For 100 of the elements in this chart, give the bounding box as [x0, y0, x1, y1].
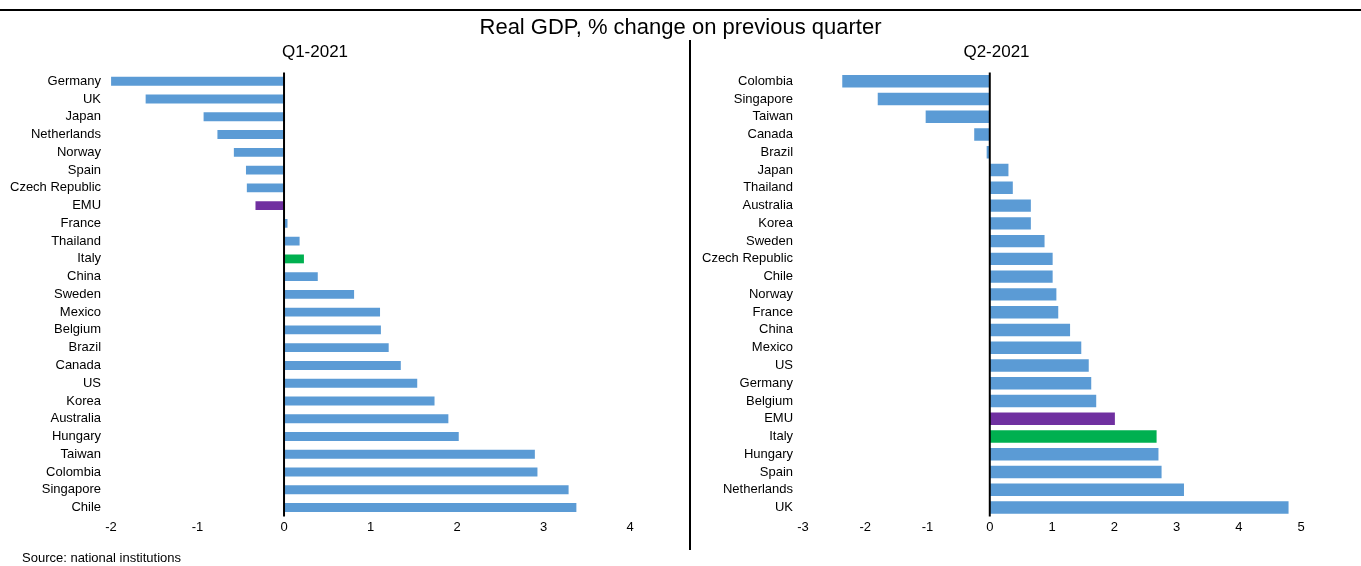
bar: [989, 394, 1097, 408]
y-tick-label: Colombia: [738, 72, 794, 88]
y-tick-label: Hungary: [743, 445, 794, 461]
bar: [989, 323, 1071, 337]
x-tick-label: -1: [191, 518, 204, 534]
x-tick-label: -1: [921, 518, 934, 534]
bar: [111, 76, 285, 86]
x-tick-label: -3: [797, 518, 809, 534]
bar: [284, 432, 459, 441]
y-tick-label: Colombia: [46, 463, 102, 479]
y-tick-label: Czech Republic: [702, 250, 794, 266]
bar: [989, 501, 1289, 514]
y-tick-label: Germany: [739, 374, 794, 390]
x-tick-label: 1: [1048, 518, 1056, 534]
bar: [203, 112, 285, 122]
bar: [284, 485, 569, 495]
y-tick-label: Italy: [77, 250, 102, 266]
y-tick-label: US: [774, 357, 794, 373]
y-tick-label: Australia: [50, 410, 102, 426]
y-tick-label: Netherlands: [30, 126, 102, 142]
x-tick-label: 5: [1297, 518, 1305, 534]
y-tick-label: Taiwan: [752, 108, 794, 124]
bar: [989, 465, 1162, 479]
y-tick-label: EMU: [764, 410, 794, 426]
y-tick-label: Brazil: [68, 339, 102, 355]
bar: [989, 199, 1031, 212]
bar: [989, 376, 1092, 390]
y-tick-label: Czech Republic: [10, 179, 102, 195]
bar: [989, 234, 1045, 248]
y-tick-label: Singapore: [41, 481, 102, 497]
y-tick-label: UK: [774, 499, 794, 515]
bar: [284, 325, 381, 335]
bar: [284, 289, 355, 299]
bar: [246, 183, 285, 193]
bar: [284, 254, 304, 264]
y-tick-label: Korea: [758, 214, 794, 230]
y-tick-label: Chile: [763, 268, 794, 284]
y-tick-label: Korea: [66, 392, 102, 408]
x-tick-label: 4: [626, 518, 634, 534]
bar: [842, 75, 990, 88]
x-tick-label: 2: [453, 518, 461, 534]
x-tick-label: 3: [1172, 518, 1181, 534]
text: Real GDP, % change on previous quarter: [478, 14, 883, 40]
y-tick-label: Thailand: [51, 232, 102, 248]
y-tick-label: US: [82, 374, 102, 390]
x-tick-label: 0: [280, 518, 288, 534]
x-tick-label: 1: [366, 518, 375, 534]
y-tick-label: EMU: [72, 197, 102, 213]
bar: [974, 128, 990, 141]
bar: [989, 430, 1157, 443]
source-note: Source: national institutions: [22, 550, 181, 565]
y-tick-label: Germany: [47, 72, 102, 88]
y-tick-label: France: [60, 214, 102, 230]
chart-subtitle: Q2-2021: [963, 41, 1030, 61]
y-tick-label: Spain: [67, 161, 102, 177]
bar: [284, 449, 535, 459]
bar: [284, 236, 300, 246]
x-tick-label: -2: [105, 518, 117, 534]
y-tick-label: Mexico: [59, 303, 102, 319]
x-tick-label: 4: [1235, 518, 1243, 534]
y-tick-label: Sweden: [746, 232, 794, 248]
bar: [989, 412, 1115, 425]
bar: [233, 147, 285, 157]
y-tick-label: Norway: [748, 285, 794, 301]
bar: [284, 272, 318, 282]
chart-subtitle: Q1-2021: [281, 41, 349, 61]
bar: [284, 396, 435, 406]
y-tick-label: China: [67, 268, 102, 284]
bar: [284, 361, 401, 370]
x-tick-label: 0: [986, 518, 994, 534]
bar: [284, 378, 418, 388]
bar: [877, 92, 990, 106]
y-tick-label: Norway: [56, 143, 102, 159]
y-tick-label: Brazil: [760, 143, 794, 159]
bar: [255, 201, 285, 211]
y-tick-label: Italy: [769, 428, 794, 444]
y-tick-label: China: [759, 321, 794, 337]
bar: [989, 341, 1082, 354]
y-tick-label: UK: [82, 90, 102, 106]
y-tick-label: Singapore: [733, 90, 794, 106]
bar: [989, 483, 1184, 496]
y-tick-label: France: [752, 303, 794, 319]
bar: [245, 165, 285, 175]
bar: [989, 305, 1059, 319]
bar: [989, 270, 1053, 283]
x-tick-label: 3: [539, 518, 548, 534]
bar: [284, 307, 381, 317]
y-tick-label: Chile: [71, 499, 102, 515]
x-tick-label: -2: [859, 518, 872, 534]
bar: [284, 503, 577, 512]
bar: [989, 181, 1013, 195]
bar: [217, 130, 285, 139]
y-tick-label: Hungary: [51, 428, 102, 444]
bar: [284, 414, 449, 424]
y-tick-label: Canada: [55, 357, 102, 373]
y-tick-label: Canada: [747, 126, 794, 142]
x-tick-label: 2: [1110, 518, 1118, 534]
bar: [989, 359, 1089, 372]
y-tick-label: Mexico: [751, 339, 794, 355]
y-tick-label: Sweden: [54, 285, 102, 301]
